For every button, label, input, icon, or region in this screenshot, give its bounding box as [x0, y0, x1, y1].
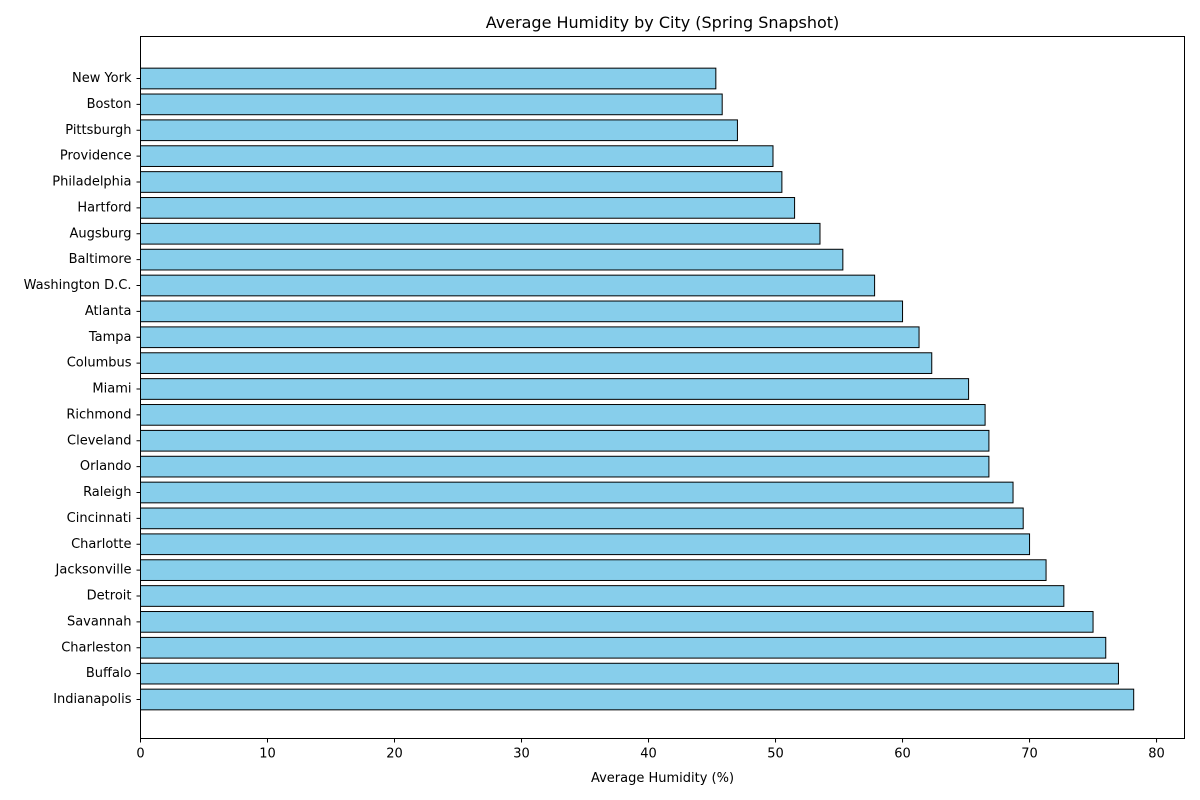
- y-tick-label: Augsburg: [69, 226, 131, 241]
- y-tick-label: Providence: [60, 149, 132, 164]
- x-axis-label: Average Humidity (%): [591, 771, 734, 786]
- bar-cleveland: [140, 429, 990, 452]
- bar-miami: [140, 378, 970, 400]
- y-tick-label: Indianapolis: [53, 692, 132, 707]
- bar-charleston: [140, 636, 1107, 659]
- y-tick-label: Boston: [87, 97, 132, 112]
- y-tick-label: Miami: [92, 382, 131, 397]
- bar-raleigh: [140, 481, 1014, 504]
- bar-cincinnati: [140, 507, 1024, 530]
- plot-frame: [140, 36, 1185, 739]
- bars-layer: [140, 67, 1135, 711]
- x-tick-label: 70: [1021, 747, 1038, 762]
- bar-hartford: [140, 197, 796, 219]
- bar-augsburg: [140, 222, 821, 245]
- y-tick-label: New York: [72, 71, 132, 86]
- bar-washington-d-c: [140, 274, 876, 297]
- bar-buffalo: [140, 662, 1119, 685]
- y-tick-label: Charleston: [61, 640, 131, 655]
- bar-boston: [140, 93, 723, 116]
- y-tick-label: Cincinnati: [67, 511, 132, 526]
- x-axis: 0 10 20 30 40 50 60 70 80: [136, 738, 1165, 762]
- x-tick-label: 0: [136, 747, 144, 762]
- x-tick-label: 60: [894, 747, 911, 762]
- y-tick-label: Pittsburgh: [65, 123, 131, 138]
- x-tick-label: 50: [767, 747, 784, 762]
- y-tick-label: Hartford: [77, 200, 131, 215]
- y-tick-label: Philadelphia: [52, 175, 131, 190]
- x-tick-label: 10: [259, 747, 276, 762]
- bar-tampa: [140, 326, 920, 349]
- y-tick-label: Buffalo: [86, 666, 132, 681]
- bar-pittsburgh: [140, 119, 738, 142]
- y-tick-label: Jacksonville: [55, 563, 132, 578]
- x-tick-label: 80: [1148, 747, 1165, 762]
- bar-orlando: [140, 455, 990, 478]
- x-tick-label: 30: [513, 747, 530, 762]
- y-tick-label: Richmond: [66, 407, 131, 422]
- y-tick-label: Columbus: [67, 356, 132, 371]
- bar-savannah: [140, 611, 1094, 633]
- bar-atlanta: [140, 300, 904, 323]
- bar-columbus: [140, 352, 933, 374]
- y-tick-label: Detroit: [87, 589, 132, 604]
- bar-richmond: [140, 404, 986, 426]
- bar-new-york: [140, 67, 717, 90]
- y-tick-label: Cleveland: [67, 433, 131, 448]
- y-tick-label: Baltimore: [69, 252, 132, 267]
- chart-title: Average Humidity by City (Spring Snapsho…: [486, 13, 840, 32]
- bar-philadelphia: [140, 171, 783, 193]
- bar-indianapolis: [140, 688, 1135, 711]
- bar-jacksonville: [140, 559, 1047, 581]
- y-tick-label: Charlotte: [71, 537, 131, 552]
- y-tick-label: Atlanta: [85, 304, 132, 319]
- bar-charlotte: [140, 533, 1031, 556]
- bar-providence: [140, 145, 774, 167]
- y-tick-label: Orlando: [80, 459, 132, 474]
- bar-baltimore: [140, 248, 844, 271]
- x-tick-label: 40: [640, 747, 657, 762]
- y-tick-label: Raleigh: [83, 485, 131, 500]
- y-axis: New York Boston Pittsburgh Providence Philad…: [24, 71, 141, 707]
- y-tick-label: Savannah: [67, 614, 132, 629]
- y-tick-label: Washington D.C.: [24, 278, 132, 293]
- bar-detroit: [140, 585, 1065, 607]
- x-tick-label: 20: [386, 747, 403, 762]
- y-tick-label: Tampa: [88, 330, 132, 345]
